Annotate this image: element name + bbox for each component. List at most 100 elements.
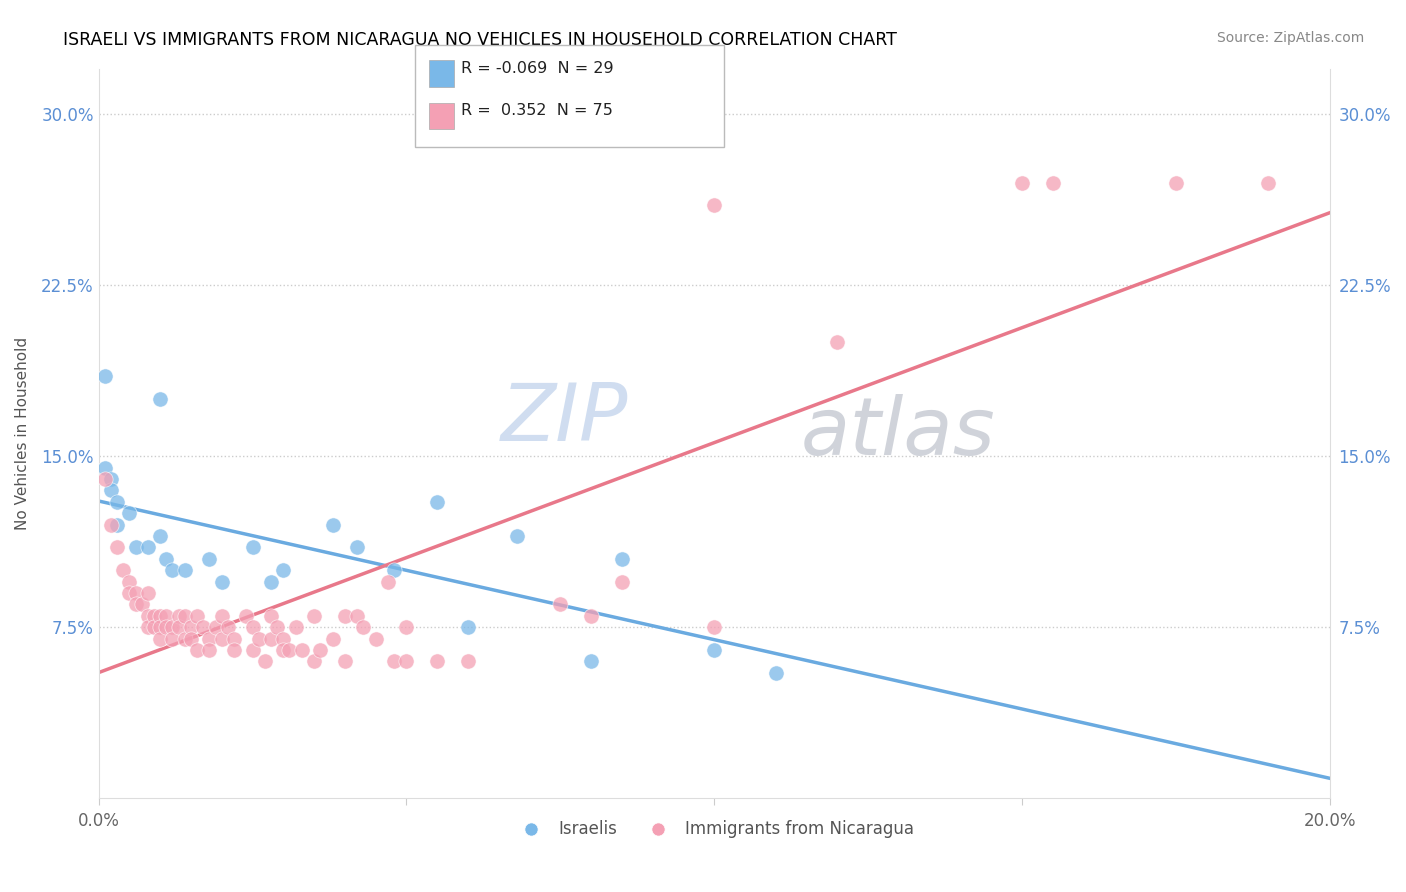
Point (1257, 176, 1279, 190)
Point (352, 620, 374, 634)
Point (180, 620, 202, 634)
Text: Source: ZipAtlas.com: Source: ZipAtlas.com (1216, 31, 1364, 45)
Point (382, 563, 405, 577)
Text: R =  0.352  N = 75: R = 0.352 N = 75 (461, 103, 613, 119)
Point (703, 643, 725, 657)
Point (426, 654, 449, 668)
Point (377, 574, 399, 589)
Point (118, 506, 141, 520)
Point (1164, 176, 1187, 190)
Point (382, 654, 405, 668)
Point (136, 608, 159, 623)
Point (291, 643, 314, 657)
Point (155, 620, 177, 634)
Point (186, 643, 208, 657)
Point (1011, 176, 1033, 190)
Point (242, 643, 264, 657)
Point (703, 198, 725, 212)
Point (322, 517, 344, 532)
Point (284, 620, 307, 634)
Point (167, 620, 190, 634)
Point (149, 392, 172, 406)
Point (173, 563, 195, 577)
Point (162, 620, 184, 634)
Point (100, 517, 122, 532)
Point (260, 574, 283, 589)
Point (457, 620, 479, 634)
Point (173, 632, 195, 646)
Point (198, 632, 221, 646)
Point (105, 494, 128, 508)
Point (426, 494, 449, 508)
Point (827, 335, 849, 350)
Point (193, 620, 215, 634)
Point (105, 541, 128, 555)
Point (186, 608, 208, 623)
Point (309, 643, 332, 657)
Point (143, 620, 166, 634)
Point (112, 563, 135, 577)
Point (260, 632, 283, 646)
Point (204, 620, 226, 634)
Point (364, 632, 387, 646)
Point (247, 632, 270, 646)
Point (136, 620, 159, 634)
Point (211, 608, 233, 623)
Point (550, 598, 572, 612)
Point (211, 632, 233, 646)
Point (167, 608, 190, 623)
Point (149, 529, 172, 543)
Point (118, 574, 141, 589)
Legend: Israelis, Immigrants from Nicaragua: Israelis, Immigrants from Nicaragua (508, 814, 921, 845)
Point (124, 541, 146, 555)
Point (100, 483, 122, 498)
Point (136, 586, 159, 600)
Point (302, 654, 325, 668)
Point (162, 563, 184, 577)
Point (395, 620, 418, 634)
Text: ZIP: ZIP (501, 380, 628, 458)
Point (124, 598, 146, 612)
Point (198, 551, 221, 566)
Point (322, 632, 344, 646)
Point (242, 541, 264, 555)
Point (155, 608, 177, 623)
Point (162, 632, 184, 646)
Point (346, 541, 368, 555)
Point (94, 369, 117, 384)
Point (94, 460, 117, 475)
Point (1042, 176, 1064, 190)
Point (273, 563, 295, 577)
Point (155, 551, 177, 566)
Point (198, 643, 221, 657)
Text: ISRAELI VS IMMIGRANTS FROM NICARAGUA NO VEHICLES IN HOUSEHOLD CORRELATION CHART: ISRAELI VS IMMIGRANTS FROM NICARAGUA NO … (63, 31, 897, 49)
Point (579, 608, 602, 623)
Point (506, 529, 529, 543)
Point (105, 517, 128, 532)
Text: R = -0.069  N = 29: R = -0.069 N = 29 (461, 61, 614, 76)
Point (211, 574, 233, 589)
Point (333, 654, 356, 668)
Point (217, 620, 239, 634)
Point (579, 654, 602, 668)
Point (703, 620, 725, 634)
Point (180, 632, 202, 646)
Point (278, 643, 301, 657)
Point (242, 620, 264, 634)
Point (302, 608, 325, 623)
Point (118, 586, 141, 600)
Point (253, 654, 276, 668)
Y-axis label: No Vehicles in Household: No Vehicles in Household (15, 337, 30, 530)
Point (124, 586, 146, 600)
Point (457, 654, 479, 668)
Point (143, 608, 166, 623)
Point (266, 620, 288, 634)
Point (610, 551, 633, 566)
Point (131, 598, 153, 612)
Point (273, 643, 295, 657)
Point (136, 541, 159, 555)
Point (149, 608, 172, 623)
Point (222, 643, 245, 657)
Text: atlas: atlas (800, 394, 995, 473)
Point (173, 608, 195, 623)
